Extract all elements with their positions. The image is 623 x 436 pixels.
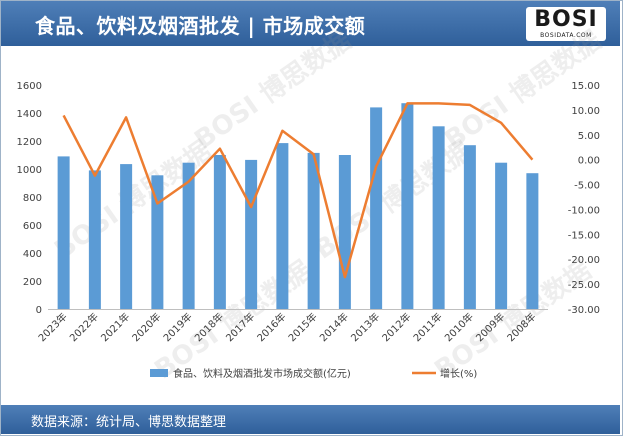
right-tick-label: -15.00 bbox=[568, 230, 600, 241]
bar-2009年 bbox=[495, 162, 508, 309]
legend-bar-swatch bbox=[150, 369, 168, 377]
growth-line-series bbox=[62, 102, 534, 279]
right-tick-label: 5.00 bbox=[578, 131, 600, 142]
bosi-logo: BOSI BOSIDATA.COM bbox=[526, 7, 606, 41]
bar-2022年 bbox=[88, 170, 101, 309]
footer-bar: 数据来源：统计局、博思数据整理 bbox=[1, 405, 620, 434]
right-tick-label: -20.00 bbox=[568, 255, 600, 266]
bar-2012年 bbox=[401, 103, 414, 309]
legend-line-label: 增长(%) bbox=[440, 367, 477, 380]
bar-2020年 bbox=[151, 175, 164, 309]
bar-2023年 bbox=[57, 156, 70, 309]
x-tick-label: 2008年 bbox=[504, 310, 538, 344]
x-tick-label: 2015年 bbox=[285, 310, 319, 344]
bar-2018年 bbox=[213, 155, 226, 309]
left-axis: 0 200 400 600 800 1000 1200 1400 1600 bbox=[17, 81, 42, 316]
x-axis: 2023年2022年2021年2020年2019年2018年2017年2016年… bbox=[35, 309, 548, 344]
left-tick-label: 200 bbox=[23, 277, 42, 288]
x-tick-label: 2009年 bbox=[473, 310, 507, 344]
right-tick-label: 10.00 bbox=[571, 106, 600, 117]
left-tick-label: 1600 bbox=[17, 81, 42, 92]
right-tick-label: 15.00 bbox=[571, 81, 600, 92]
data-source: 数据来源：统计局、博思数据整理 bbox=[31, 415, 227, 430]
x-tick-label: 2010年 bbox=[442, 310, 476, 344]
x-tick-label: 2011年 bbox=[410, 310, 444, 344]
bar-2021年 bbox=[120, 164, 133, 309]
legend-bar-label: 食品、饮料及烟酒批发市场成交额(亿元) bbox=[173, 367, 351, 380]
x-tick-label: 2021年 bbox=[98, 310, 132, 344]
left-tick-label: 800 bbox=[23, 193, 42, 204]
legend: 食品、饮料及烟酒批发市场成交额(亿元) 增长(%) bbox=[150, 367, 477, 380]
x-tick-label: 2013年 bbox=[348, 310, 382, 344]
x-tick-label: 2012年 bbox=[379, 310, 413, 344]
header-bar: 食品、饮料及烟酒批发 | 市场成交额 BOSI BOSIDATA.COM bbox=[1, 1, 620, 46]
x-tick-label: 2017年 bbox=[223, 310, 257, 344]
bar-2011年 bbox=[432, 126, 445, 309]
left-tick-label: 1200 bbox=[17, 137, 42, 148]
x-tick-label: 2018年 bbox=[192, 310, 226, 344]
logo-brand: BOSI bbox=[534, 7, 598, 32]
right-tick-label: -30.00 bbox=[568, 305, 600, 316]
left-tick-label: 1000 bbox=[17, 165, 42, 176]
bar-2015年 bbox=[307, 152, 320, 309]
bar-2016年 bbox=[276, 143, 289, 309]
right-tick-label: -5.00 bbox=[574, 181, 600, 192]
x-tick-label: 2016年 bbox=[254, 310, 288, 344]
page-title: 食品、饮料及烟酒批发 | 市场成交额 bbox=[35, 14, 366, 38]
x-tick-label: 2022年 bbox=[67, 310, 101, 344]
logo-sub: BOSIDATA.COM bbox=[540, 32, 592, 39]
bar-2013年 bbox=[370, 107, 383, 310]
right-tick-label: -10.00 bbox=[568, 205, 600, 216]
x-tick-label: 2019年 bbox=[160, 310, 194, 344]
x-tick-label: 2014年 bbox=[317, 310, 351, 344]
right-axis: -30.00 -25.00 -20.00 -15.00 -10.00 -5.00 0.00 5… bbox=[568, 81, 600, 316]
left-tick-label: 0 bbox=[36, 305, 42, 316]
growth-line bbox=[62, 102, 534, 279]
bar-2017年 bbox=[245, 159, 258, 309]
bar-2008年 bbox=[526, 173, 539, 309]
left-tick-label: 400 bbox=[23, 249, 42, 260]
x-tick-label: 2020年 bbox=[129, 310, 163, 344]
left-tick-label: 600 bbox=[23, 221, 42, 232]
right-tick-label: 0.00 bbox=[578, 156, 600, 167]
bar-2014年 bbox=[338, 155, 351, 309]
bar-series bbox=[57, 103, 539, 310]
bar-2010年 bbox=[463, 145, 476, 309]
left-tick-label: 1400 bbox=[17, 109, 42, 120]
bar-2019年 bbox=[182, 162, 195, 309]
right-tick-label: -25.00 bbox=[568, 280, 600, 291]
